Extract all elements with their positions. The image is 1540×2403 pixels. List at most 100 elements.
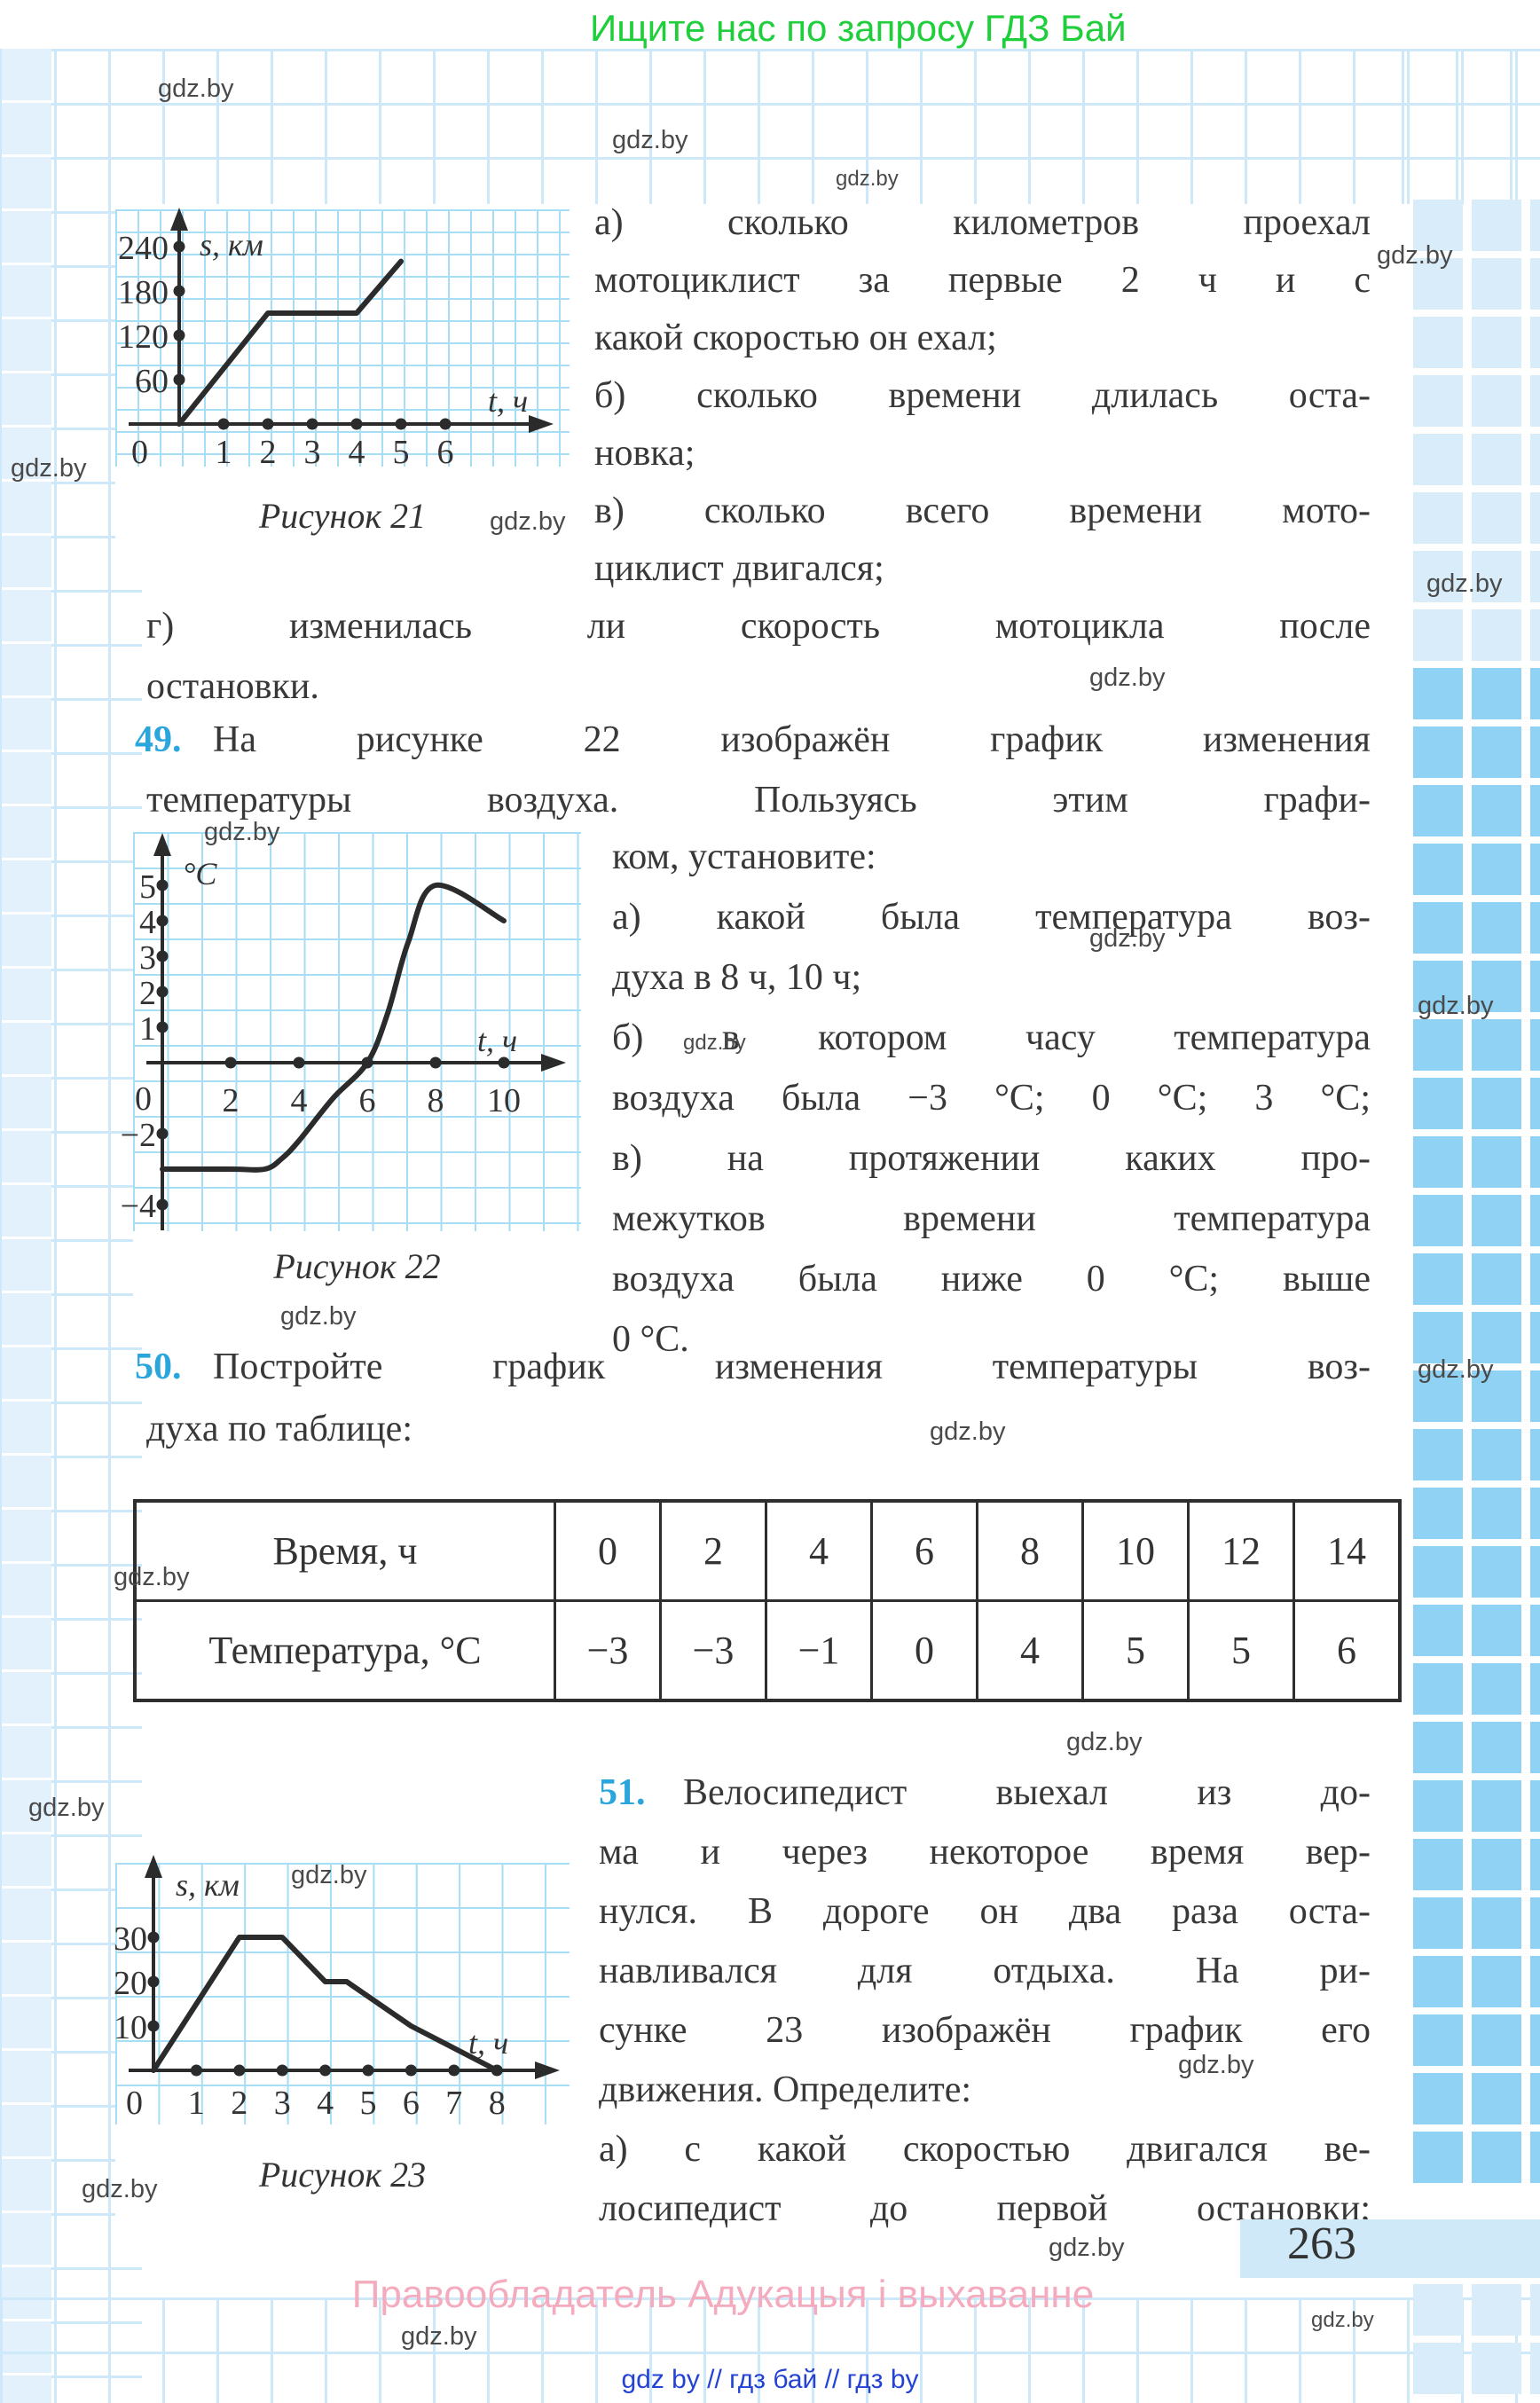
sidebar-square xyxy=(1472,1780,1521,1832)
value-cell: 4 xyxy=(765,1499,873,1602)
sidebar-square xyxy=(1530,1019,1540,1071)
value-cell: 8 xyxy=(976,1499,1084,1602)
text-line: г) изменилась ли скорость мотоцикла посл… xyxy=(146,606,1371,647)
sidebar-square xyxy=(1472,785,1521,836)
sidebar-square xyxy=(1413,200,1463,251)
x-tick-dot xyxy=(362,2064,374,2077)
sidebar-square xyxy=(1413,1136,1463,1188)
text-line: духа в 8 ч, 10 ч; xyxy=(612,957,862,998)
sidebar-square xyxy=(1472,2343,1521,2394)
x-tick-label: 5 xyxy=(393,434,410,471)
sidebar-square xyxy=(1530,551,1540,602)
sidebar-square xyxy=(1413,1839,1463,1890)
figure-21-caption: Рисунок 21 xyxy=(258,496,427,536)
sidebar-square xyxy=(1413,2132,1463,2183)
data-curve xyxy=(177,258,404,427)
x-tick-dot xyxy=(429,1056,442,1069)
x-tick-dot xyxy=(350,418,363,430)
sidebar-square xyxy=(1472,1605,1521,1656)
row-header-cell: Температура, °С xyxy=(133,1599,556,1702)
sidebar-square xyxy=(1530,1195,1540,1246)
text-line: духа по таблице: xyxy=(146,1409,412,1449)
text-line: навливался для отдыха. На ри- xyxy=(599,1951,1371,1991)
y-tick-label: −4 xyxy=(121,1188,156,1225)
sidebar-square xyxy=(1472,1370,1521,1422)
text-line: б) в котором часу температура xyxy=(612,1017,1371,1058)
y-tick-label: 60 xyxy=(135,363,169,400)
value-cell: 6 xyxy=(1292,1599,1402,1702)
text-line: межутков времени температура xyxy=(612,1198,1371,1239)
data-curve xyxy=(151,1935,500,2073)
sidebar-square xyxy=(1413,844,1463,895)
y-axis-title: s, км xyxy=(200,227,263,263)
y-tick-dot xyxy=(147,1975,160,1988)
sidebar-square xyxy=(1472,1019,1521,1071)
x-tick-label: 6 xyxy=(403,2085,420,2122)
y-tick-label: 240 xyxy=(118,230,169,267)
grid-band-bottom xyxy=(0,2297,1540,2403)
sidebar-square xyxy=(1472,1195,1521,1246)
value-cell: 6 xyxy=(870,1499,978,1602)
x-tick-dot xyxy=(224,1056,237,1069)
text-line: какой скоростью он ехал; xyxy=(594,318,997,358)
value-cell: −3 xyxy=(554,1599,662,1702)
x-tick-label: 2 xyxy=(260,434,277,471)
sidebar-square xyxy=(1530,434,1540,485)
value-cell: 2 xyxy=(659,1499,767,1602)
sidebar-square xyxy=(1530,1780,1540,1832)
sidebar-square xyxy=(1530,1546,1540,1598)
sidebar-square xyxy=(1413,1253,1463,1305)
x-tick-dot xyxy=(448,2064,460,2077)
text-line: воздуха была −3 °С; 0 °С; 3 °С; xyxy=(612,1078,1371,1119)
sidebar-square xyxy=(1530,902,1540,954)
table-row: Время, ч 0 2 4 6 8 10 12 14 xyxy=(133,1499,1402,1602)
origin-label: 0 xyxy=(135,1080,152,1118)
sidebar-square xyxy=(1530,1605,1540,1656)
sidebar-square xyxy=(1413,1429,1463,1480)
sidebar-square xyxy=(1472,1546,1521,1598)
y-axis-arrow xyxy=(145,1855,162,1878)
text-line: Велосипедист выехал из до- xyxy=(683,1772,1371,1813)
x-tick-label: 1 xyxy=(216,434,232,471)
text-line: нулся. В дороге он два раза оста- xyxy=(599,1891,1371,1932)
sidebar-square xyxy=(1472,902,1521,954)
sidebar-square xyxy=(1530,317,1540,368)
y-tick-dot xyxy=(173,373,185,386)
text-line: 0 °С. xyxy=(612,1319,689,1360)
text-line: сунке 23 изображён график его xyxy=(599,2010,1371,2051)
x-axis-arrow xyxy=(541,1054,566,1072)
sidebar-square xyxy=(1530,2014,1540,2066)
sidebar-square xyxy=(1530,785,1540,836)
x-tick-label: 8 xyxy=(428,1082,444,1119)
sidebar-square xyxy=(1413,726,1463,778)
sidebar-square xyxy=(1413,1019,1463,1071)
x-tick-dot xyxy=(439,418,452,430)
grid-band-top xyxy=(0,49,1540,204)
sidebar-square xyxy=(1530,1663,1540,1715)
sidebar-square xyxy=(1472,1078,1521,1129)
sidebar-square xyxy=(1413,1956,1463,2007)
x-tick-label: 3 xyxy=(304,434,321,471)
value-cell: −3 xyxy=(659,1599,767,1702)
text-line: а) какой была температура воз- xyxy=(612,897,1371,938)
x-tick-dot xyxy=(498,1056,510,1069)
sidebar-square xyxy=(1530,1429,1540,1480)
text-line: ма и через некоторое время вер- xyxy=(599,1832,1371,1873)
text-line: а) сколько километров проехал xyxy=(594,202,1371,243)
sidebar-square xyxy=(1472,844,1521,895)
sidebar-square xyxy=(1413,1488,1463,1539)
problem-number: 51. xyxy=(599,1772,646,1813)
x-tick-label: 4 xyxy=(317,2085,334,2122)
row-header-cell: Время, ч xyxy=(133,1499,556,1602)
y-tick-dot xyxy=(156,1127,169,1140)
figure-22-grid xyxy=(133,832,581,1231)
sidebar-square xyxy=(1472,2132,1521,2183)
sidebar-square xyxy=(1530,844,1540,895)
sidebar-square xyxy=(1472,492,1521,544)
sidebar-square xyxy=(1413,1780,1463,1832)
grid-band-right-top xyxy=(1402,49,1540,204)
footer-links[interactable]: gdz by // гдз бай // гдз by xyxy=(621,2365,919,2394)
sidebar-square xyxy=(1530,2073,1540,2124)
x-tick-label: 5 xyxy=(360,2085,377,2122)
